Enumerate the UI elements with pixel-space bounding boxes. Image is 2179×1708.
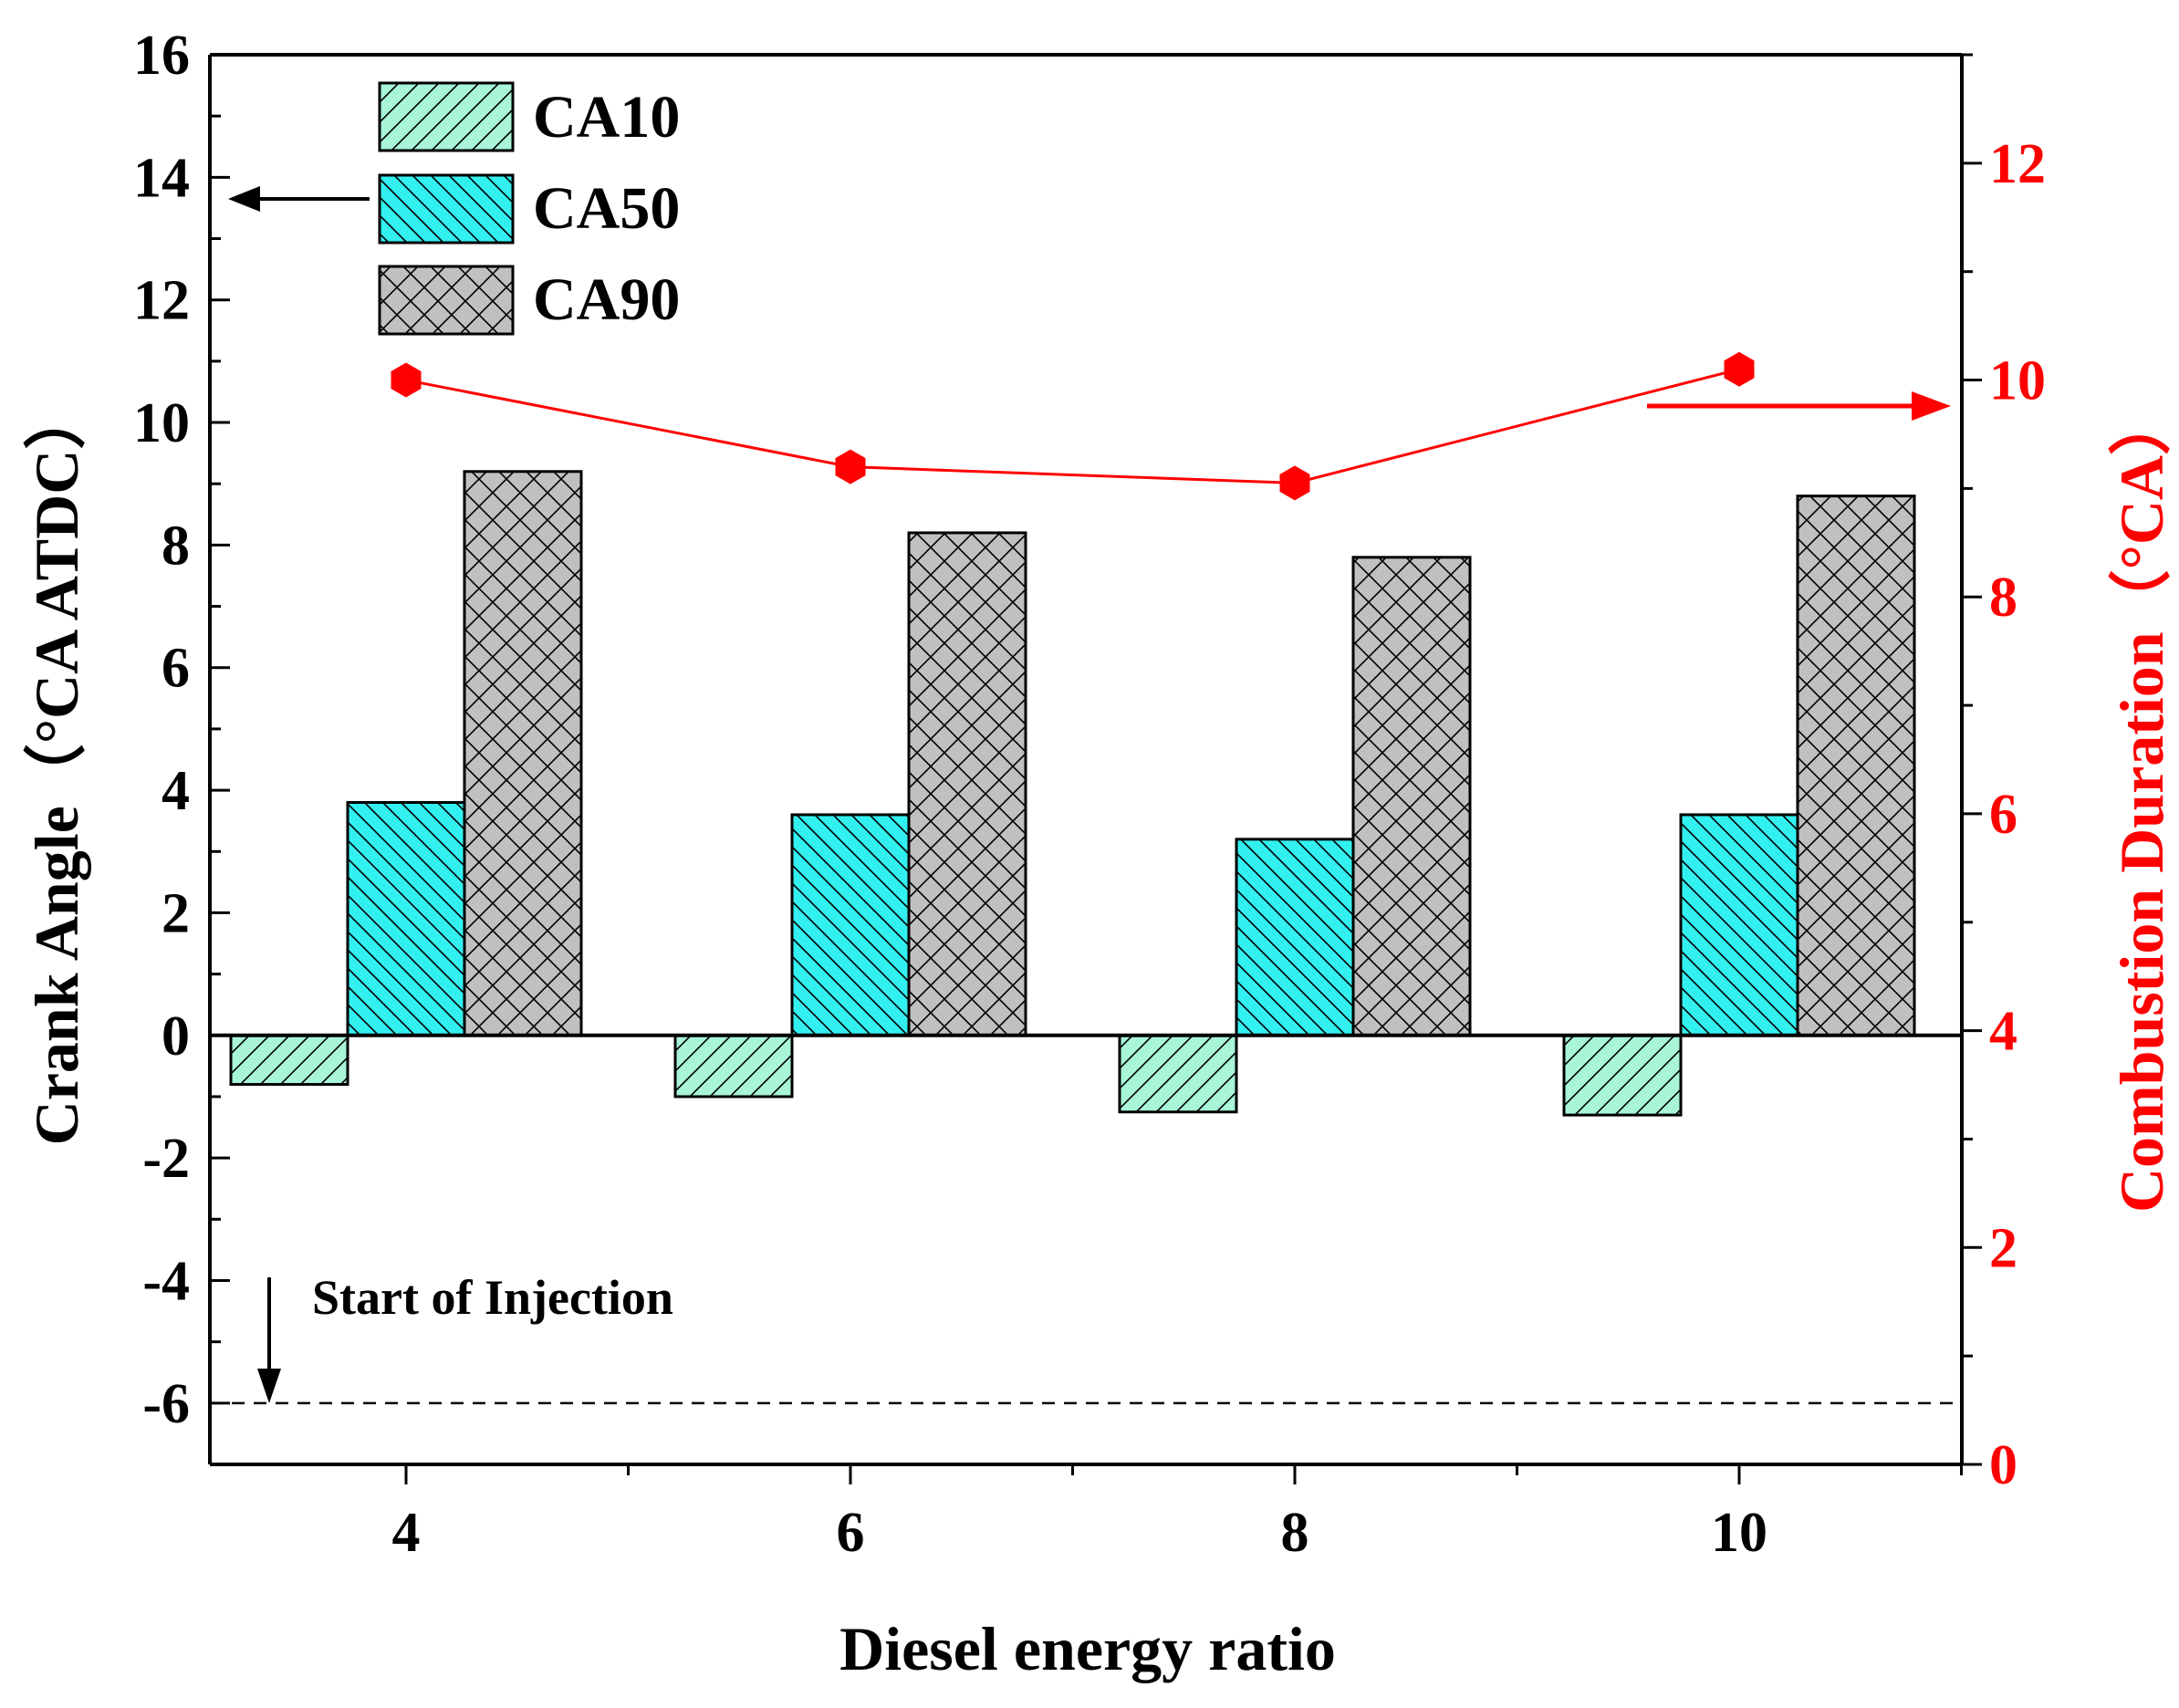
y2-tick-label-4: 4 (1989, 1001, 2017, 1063)
legend-label-ca10: CA10 (533, 84, 680, 151)
ticks: 16 14 12 10 8 6 4 2 0 -2 -4 -6 12 10 8 6 4 2 0 4 6 8 10 (133, 25, 2046, 1564)
legend-swatch-ca90 (378, 265, 515, 336)
legend-label-ca50: CA50 (533, 175, 680, 242)
y2-tick-label-6: 6 (1989, 784, 2017, 846)
bar-ca90-4 (463, 470, 583, 1037)
duration-marker-4 (391, 362, 422, 398)
bar-ca50-4 (346, 801, 466, 1037)
bar-ca10-4 (229, 1034, 349, 1087)
bar-ca90-8 (1351, 556, 1472, 1037)
x-axis-title: Diesel energy ratio (839, 1614, 1336, 1683)
duration-marker-6 (835, 449, 866, 484)
bar-ca50-6 (790, 813, 911, 1037)
bar-ca90-6 (907, 531, 1027, 1037)
y-tick-label-0: 0 (162, 1005, 190, 1068)
injection-annotation: Start of Injection (312, 1270, 673, 1325)
y-axis-title: Crank Angle（°CA ATDC） (22, 388, 91, 1146)
y2-tick-label-8: 8 (1989, 567, 2017, 629)
axes (208, 53, 1964, 1466)
y-tick-label-2: 2 (162, 882, 190, 944)
x-tick-label-8: 8 (1281, 1502, 1309, 1564)
duration-line (405, 368, 1740, 484)
left-axis-arrow (228, 186, 370, 212)
y-tick-label-12: 12 (133, 270, 190, 332)
y-tick-label--2: -2 (142, 1128, 190, 1190)
y-tick-label-6: 6 (162, 638, 190, 700)
y-tick-label-14: 14 (133, 147, 190, 209)
duration-marker-10 (1724, 351, 1755, 387)
bar-ca10-8 (1118, 1034, 1238, 1114)
legend-swatch-ca10 (378, 81, 515, 152)
y2-tick-label-0: 0 (1989, 1434, 2017, 1496)
bars (229, 470, 1916, 1117)
y-tick-label--6: -6 (142, 1373, 190, 1435)
duration-line-layer (391, 351, 1755, 501)
y2-tick-label-12: 12 (1989, 133, 2046, 195)
legend: CA10 CA50 CA90 (378, 81, 680, 336)
y-tick-label-16: 16 (133, 25, 190, 87)
y2-axis-title: Combustion Duration（°CA） (2107, 393, 2176, 1213)
bar-ca50-10 (1679, 813, 1799, 1037)
y-tick-label--4: -4 (142, 1250, 190, 1312)
y-tick-label-8: 8 (162, 515, 190, 577)
duration-marker-8 (1279, 465, 1310, 501)
bar-ca90-10 (1796, 495, 1916, 1037)
x-tick-label-6: 6 (837, 1502, 865, 1564)
legend-swatch-ca50 (378, 173, 515, 245)
zero-line-layer (210, 1033, 1962, 1405)
x-tick-label-10: 10 (1711, 1502, 1767, 1564)
y2-tick-label-2: 2 (1989, 1217, 2017, 1279)
bar-ca10-10 (1562, 1034, 1683, 1117)
legend-label-ca90: CA90 (533, 266, 680, 333)
x-tick-label-4: 4 (392, 1502, 421, 1564)
right-axis-arrow (1647, 391, 1951, 421)
bar-ca50-8 (1235, 838, 1355, 1037)
y-tick-label-4: 4 (162, 760, 190, 822)
bar-ca10-6 (673, 1034, 794, 1099)
injection-arrow (257, 1277, 281, 1403)
y-tick-label-10: 10 (133, 392, 190, 454)
y2-tick-label-10: 10 (1989, 350, 2046, 412)
